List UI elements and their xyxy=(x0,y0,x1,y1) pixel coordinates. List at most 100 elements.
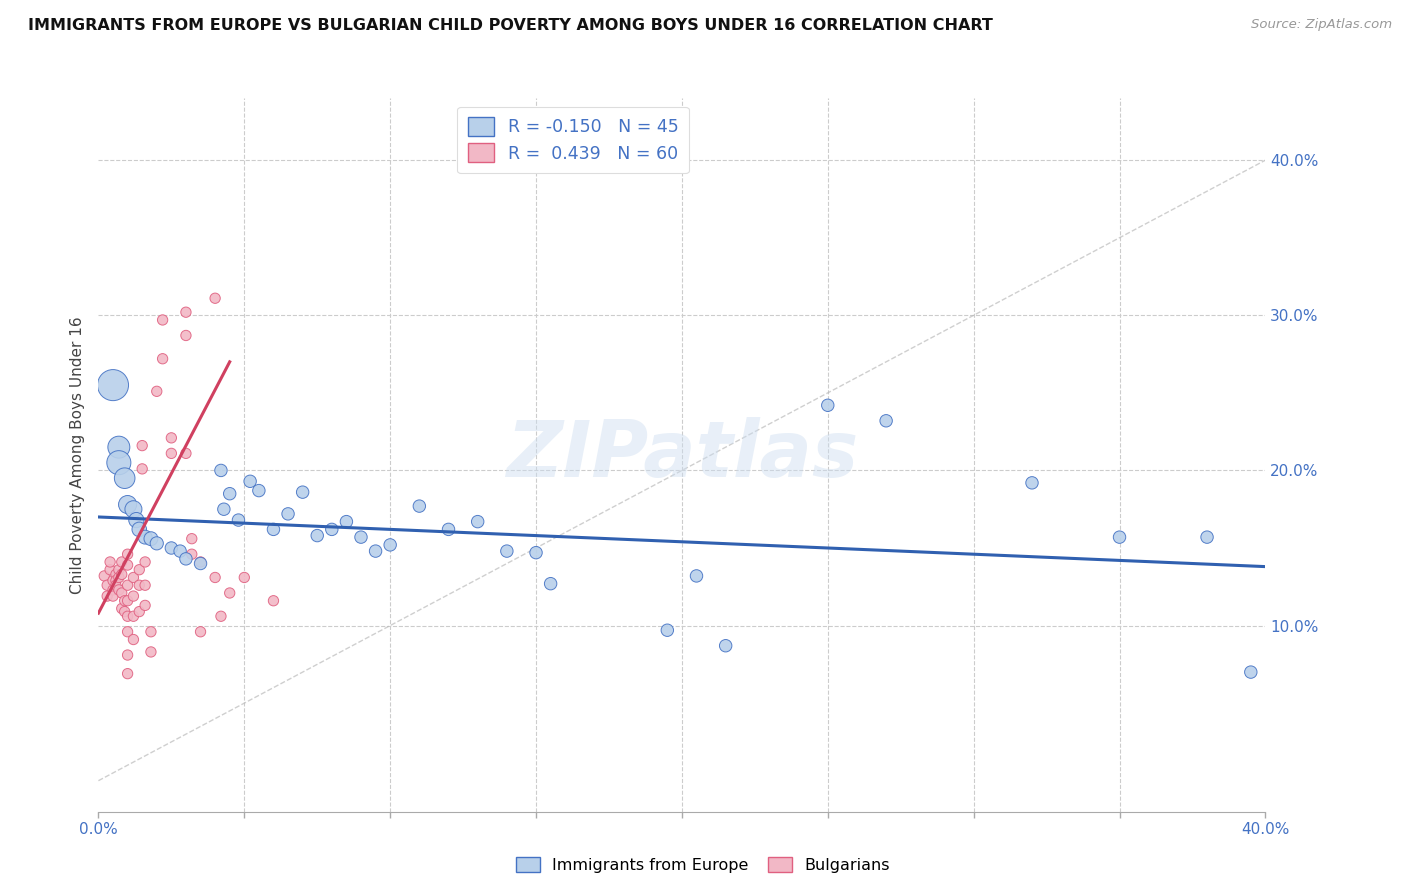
Point xyxy=(93,569,115,583)
Text: Source: ZipAtlas.com: Source: ZipAtlas.com xyxy=(1251,18,1392,31)
Point xyxy=(152,313,174,327)
Point xyxy=(174,328,197,343)
Point xyxy=(111,586,134,600)
Point xyxy=(160,431,183,445)
Point xyxy=(101,378,124,392)
Point xyxy=(228,513,250,527)
Point xyxy=(218,486,240,500)
Point xyxy=(96,589,118,603)
Legend: Immigrants from Europe, Bulgarians: Immigrants from Europe, Bulgarians xyxy=(509,851,897,880)
Legend: R = -0.150   N = 45, R =  0.439   N = 60: R = -0.150 N = 45, R = 0.439 N = 60 xyxy=(457,107,689,173)
Point xyxy=(101,582,124,597)
Point xyxy=(1108,530,1130,544)
Point xyxy=(104,567,127,582)
Point xyxy=(128,522,150,536)
Point xyxy=(364,544,387,558)
Point xyxy=(131,439,153,453)
Point xyxy=(657,624,679,638)
Point xyxy=(467,515,489,529)
Point xyxy=(218,586,240,600)
Point xyxy=(114,471,136,485)
Point xyxy=(152,351,174,366)
Point xyxy=(1021,475,1043,490)
Point xyxy=(139,624,162,639)
Text: IMMIGRANTS FROM EUROPE VS BULGARIAN CHILD POVERTY AMONG BOYS UNDER 16 CORRELATIO: IMMIGRANTS FROM EUROPE VS BULGARIAN CHIL… xyxy=(28,18,993,33)
Point xyxy=(131,462,153,476)
Point xyxy=(875,414,897,428)
Text: ZIPatlas: ZIPatlas xyxy=(506,417,858,493)
Point xyxy=(108,582,131,597)
Point xyxy=(128,578,150,592)
Point xyxy=(104,578,127,592)
Point xyxy=(111,601,134,615)
Point xyxy=(108,563,131,577)
Point xyxy=(104,574,127,588)
Point xyxy=(122,589,145,603)
Point xyxy=(146,536,169,550)
Point xyxy=(378,538,402,552)
Point xyxy=(169,544,191,558)
Point xyxy=(350,530,373,544)
Point xyxy=(714,639,737,653)
Point xyxy=(180,547,202,561)
Point xyxy=(134,530,156,544)
Point xyxy=(108,456,131,470)
Point xyxy=(174,552,197,566)
Point xyxy=(262,593,284,607)
Point xyxy=(204,291,226,305)
Point xyxy=(98,555,121,569)
Point xyxy=(209,463,232,477)
Point xyxy=(117,624,139,639)
Point xyxy=(125,513,148,527)
Point xyxy=(524,546,547,560)
Point xyxy=(122,502,145,516)
Point xyxy=(117,558,139,572)
Point xyxy=(190,555,212,569)
Point xyxy=(291,485,314,500)
Point xyxy=(277,507,299,521)
Point xyxy=(114,605,136,619)
Point xyxy=(111,567,134,582)
Point xyxy=(1240,665,1263,679)
Y-axis label: Child Poverty Among Boys Under 16: Child Poverty Among Boys Under 16 xyxy=(70,316,86,594)
Point xyxy=(817,398,839,412)
Point xyxy=(495,544,517,558)
Point xyxy=(122,570,145,584)
Point xyxy=(134,599,156,613)
Point xyxy=(122,632,145,647)
Point xyxy=(117,609,139,624)
Point xyxy=(117,578,139,592)
Point xyxy=(262,522,284,536)
Point xyxy=(190,624,212,639)
Point xyxy=(685,569,707,583)
Point xyxy=(108,440,131,454)
Point xyxy=(128,605,150,619)
Point xyxy=(117,593,139,607)
Point xyxy=(160,541,183,555)
Point xyxy=(117,498,139,512)
Point xyxy=(174,305,197,319)
Point xyxy=(160,446,183,460)
Point xyxy=(146,384,169,399)
Point xyxy=(307,528,329,542)
Point xyxy=(117,648,139,662)
Point xyxy=(117,547,139,561)
Point xyxy=(101,574,124,588)
Point xyxy=(247,483,270,498)
Point xyxy=(180,532,202,546)
Point xyxy=(134,578,156,592)
Point xyxy=(128,563,150,577)
Point xyxy=(335,515,357,529)
Point xyxy=(174,446,197,460)
Point xyxy=(1195,530,1218,544)
Point xyxy=(96,578,118,592)
Point xyxy=(98,563,121,577)
Point xyxy=(114,593,136,607)
Point xyxy=(122,609,145,624)
Point xyxy=(321,522,343,536)
Point xyxy=(540,576,562,591)
Point xyxy=(108,570,131,584)
Point xyxy=(408,499,430,513)
Point xyxy=(239,475,262,489)
Point xyxy=(204,570,226,584)
